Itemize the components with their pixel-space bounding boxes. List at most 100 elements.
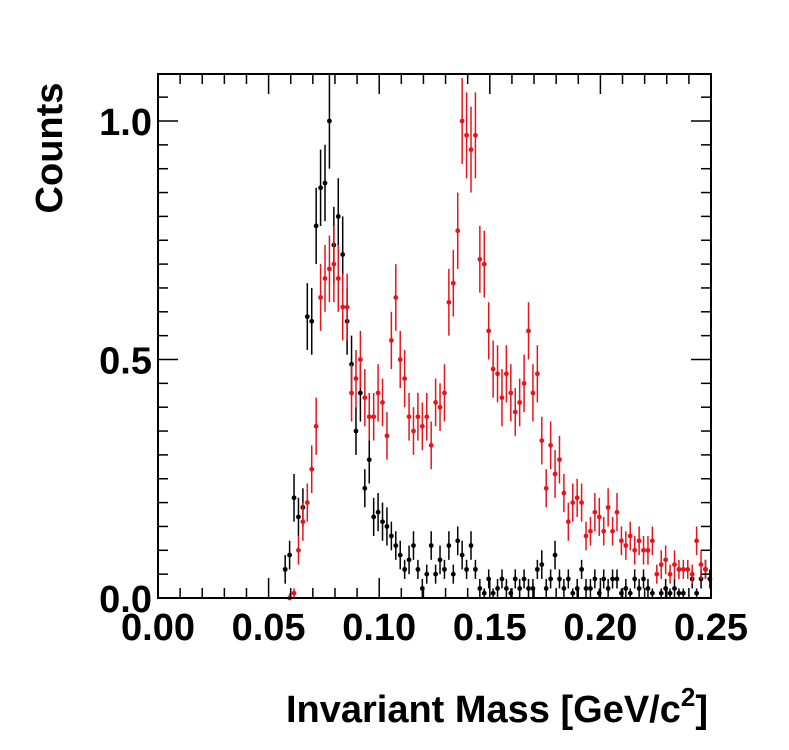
data-point [570, 500, 576, 505]
data-point [495, 586, 500, 591]
data-point [473, 132, 478, 138]
x-axis-title-superscript: 2 [681, 682, 695, 712]
data-point [703, 566, 708, 572]
data-point [464, 132, 469, 138]
data-point [340, 252, 346, 257]
data-point [579, 566, 584, 572]
data-point [543, 586, 549, 591]
data-point [680, 566, 686, 572]
data-point [570, 590, 576, 596]
data-point [287, 552, 293, 558]
data-point [397, 357, 403, 362]
data-point [641, 547, 646, 553]
data-point [614, 576, 620, 582]
data-point [402, 566, 408, 572]
data-point [574, 495, 580, 501]
data-point [464, 566, 469, 572]
x-tick-label: 0.20 [563, 607, 637, 649]
data-point [388, 533, 394, 539]
data-point [583, 586, 589, 591]
data-point [561, 490, 567, 496]
data-point [543, 485, 549, 491]
data-point [313, 423, 319, 429]
x-tick-label: 0.05 [232, 607, 306, 649]
data-point [424, 414, 430, 420]
data-point [481, 590, 487, 596]
data-point [300, 519, 306, 525]
y-tick-label: 0.5 [99, 341, 152, 383]
data-point [419, 423, 425, 429]
data-point [327, 266, 332, 272]
data-point [512, 576, 518, 582]
data-point [658, 590, 664, 596]
data-point [415, 414, 421, 420]
data-point [335, 276, 341, 281]
data-point [322, 276, 328, 281]
data-point [296, 514, 301, 520]
data-point [353, 428, 359, 434]
data-point [322, 180, 328, 186]
data-point [672, 562, 677, 568]
data-point [406, 557, 412, 563]
data-point [694, 538, 700, 544]
data-point [592, 576, 598, 582]
data-point [486, 328, 492, 334]
data-point [473, 566, 478, 572]
data-point [384, 524, 390, 529]
data-point [477, 586, 483, 591]
data-point [344, 304, 350, 310]
data-point [393, 295, 399, 300]
data-point [676, 590, 682, 596]
data-point [610, 576, 615, 582]
data-point [428, 442, 434, 448]
data-point [658, 562, 664, 568]
data-point [375, 509, 381, 515]
data-point [645, 547, 651, 553]
data-point [526, 328, 531, 334]
axis-ticks [157, 74, 712, 599]
data-point [437, 404, 443, 410]
x-tick-labels: 0.00 0.05 0.10 0.15 0.20 0.25 [121, 607, 748, 649]
data-point [636, 538, 642, 544]
data-point [698, 562, 704, 568]
data-point [296, 547, 301, 553]
data-point [353, 376, 359, 381]
data-point [614, 509, 620, 515]
data-point [565, 576, 571, 582]
x-axis-title-main: Invariant Mass [GeV/c [286, 689, 681, 731]
x-tick-label: 0.25 [674, 607, 748, 649]
data-point [291, 495, 297, 501]
data-point [632, 547, 638, 553]
data-point [689, 571, 695, 577]
data-point [605, 586, 611, 591]
data-point [548, 576, 554, 582]
data-point [304, 314, 310, 319]
data-point [384, 433, 390, 439]
data-point [605, 504, 611, 510]
data-point [388, 338, 394, 343]
data-point [446, 543, 452, 548]
data-point [428, 543, 434, 548]
data-point [685, 566, 691, 572]
data-point [641, 576, 646, 582]
data-point [521, 576, 527, 582]
data-point [601, 528, 607, 534]
data-point [424, 571, 430, 577]
data-point [335, 214, 341, 219]
data-point [680, 590, 686, 596]
data-point [371, 514, 377, 520]
x-tick-label: 0.10 [342, 607, 416, 649]
data-point [450, 571, 456, 577]
data-point [366, 414, 372, 420]
data-point [304, 500, 310, 505]
data-point [309, 318, 315, 324]
data-point [663, 557, 669, 563]
data-point [539, 438, 545, 443]
data-point [619, 538, 624, 544]
data-point [548, 442, 554, 448]
data-point [433, 571, 439, 577]
data-point [411, 543, 416, 548]
data-point [561, 586, 567, 591]
data-point [442, 390, 447, 396]
data-point [517, 400, 523, 405]
